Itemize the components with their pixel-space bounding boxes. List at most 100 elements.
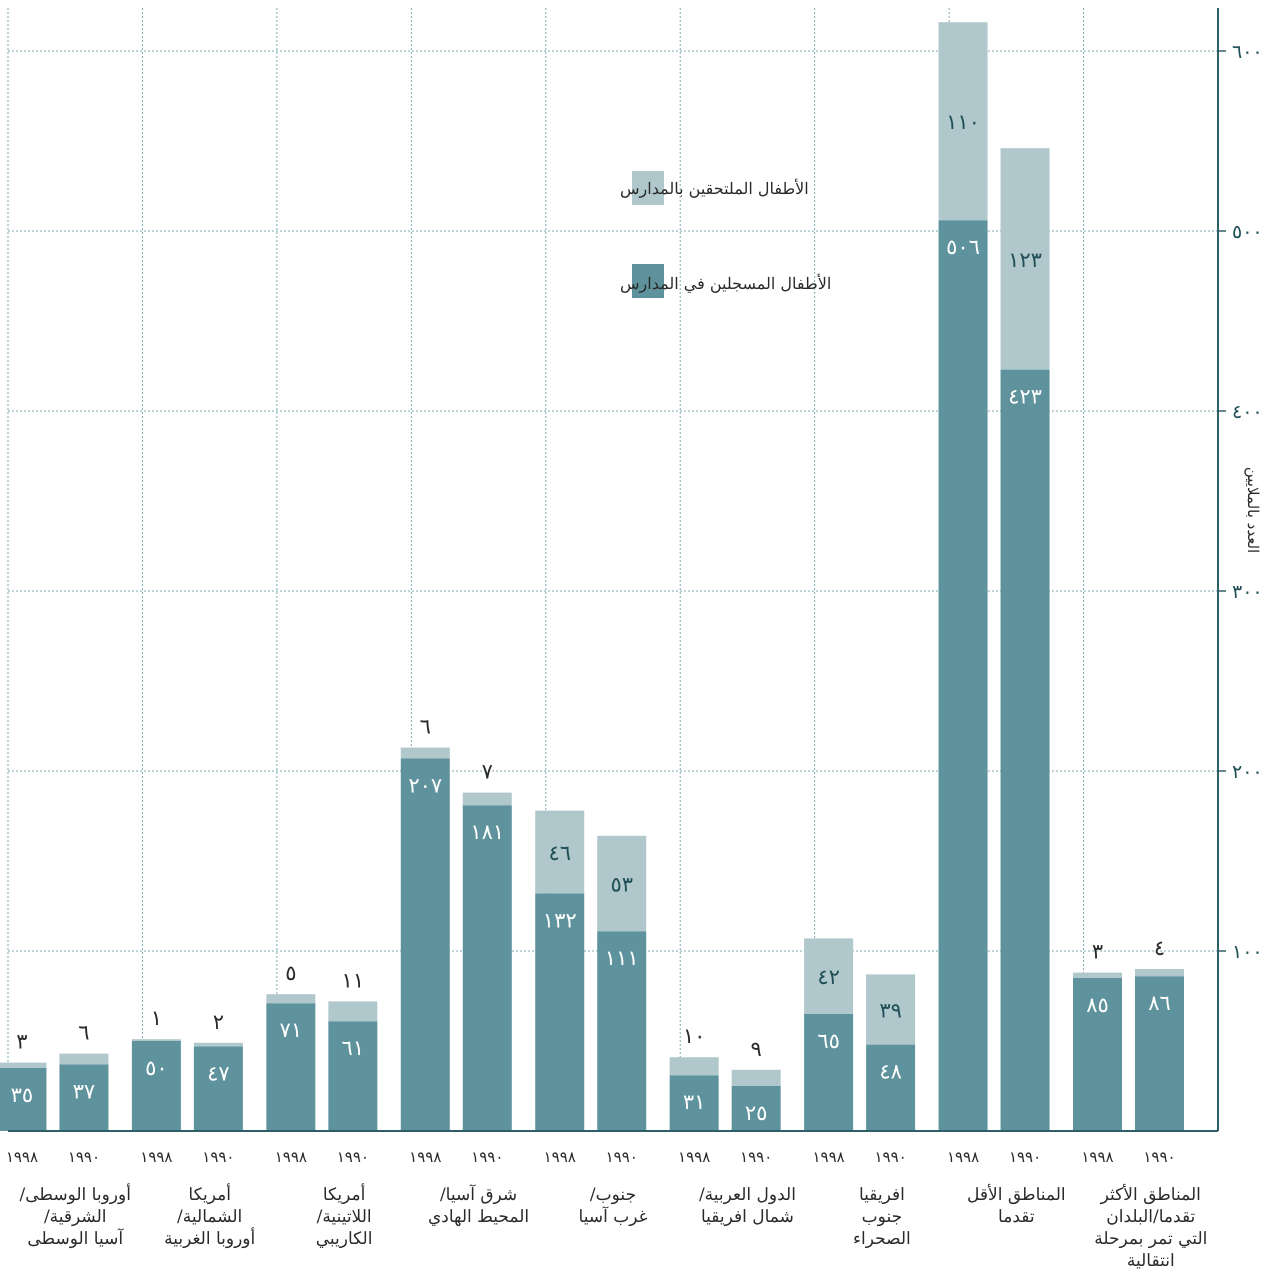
- data-label-not-enrolled: ٤: [1154, 936, 1165, 960]
- bar-segment-enrolled: [938, 220, 988, 1131]
- x-category-label: التي تمر بمرحلة: [1094, 1229, 1207, 1249]
- bar-segment-enrolled: [866, 1044, 916, 1131]
- data-label-not-enrolled: ٧: [482, 760, 493, 784]
- y-tick-label: ٥٠٠: [1232, 221, 1263, 243]
- bar-segment-enrolled: [535, 893, 585, 1131]
- x-category-label: الصحراء: [853, 1229, 911, 1249]
- bar-segment-enrolled: [804, 1014, 854, 1131]
- y-tick-label: ١٠٠: [1232, 941, 1263, 963]
- x-year-label: ١٩٩٠: [1143, 1148, 1175, 1166]
- x-category-label: الشمالية/: [177, 1207, 242, 1227]
- x-category-label: جنوب/: [590, 1185, 636, 1205]
- data-label-not-enrolled: ٥٣: [610, 873, 633, 897]
- bar-segment-enrolled: [193, 1046, 243, 1131]
- y-tick-label: ٤٠٠: [1232, 401, 1263, 423]
- y-tick-label: ٣٠٠: [1232, 581, 1263, 603]
- data-label-enrolled: ٥٠: [145, 1056, 168, 1080]
- x-axis-labels: ١٩٩٠ ١٩٩٨ المناطق الأكثرتقدما/البلدانالتي …: [6, 1148, 1208, 1271]
- data-label-not-enrolled: ٥: [285, 961, 296, 985]
- bar-segment-not-enrolled: [535, 810, 585, 894]
- x-category-label: جنوب: [862, 1207, 902, 1227]
- gridlines: [7, 8, 1218, 1131]
- data-label-enrolled: ٢٥: [745, 1101, 768, 1125]
- bar-segment-not-enrolled: [731, 1069, 781, 1086]
- bar-segment-enrolled: [669, 1075, 719, 1131]
- data-label-not-enrolled: ٩: [751, 1037, 762, 1061]
- data-label-not-enrolled: ٣: [16, 1030, 27, 1054]
- x-year-label: ١٩٩٨: [1081, 1148, 1113, 1166]
- x-year-label: ١٩٩٨: [947, 1148, 979, 1166]
- x-category-label: أمريكا: [188, 1183, 231, 1205]
- data-label-not-enrolled: ٢: [213, 1010, 224, 1034]
- legend: الأطفال الملتحقين بالمدارس الأطفال المسج…: [620, 171, 831, 298]
- data-label-enrolled: ٨٥: [1086, 993, 1109, 1017]
- bar-segment-enrolled: [1135, 976, 1184, 1131]
- x-year-label: ١٩٩٨: [544, 1148, 576, 1166]
- data-label-enrolled: ٤٨: [879, 1060, 902, 1084]
- bar-segment-enrolled: [731, 1086, 781, 1131]
- legend-label-enrolled: الأطفال المسجلين في المدارس: [620, 274, 831, 293]
- x-category-label: انتقالية: [1127, 1251, 1175, 1271]
- bar-segment-not-enrolled: [804, 938, 854, 1014]
- data-label-enrolled: ٤٧: [207, 1061, 230, 1085]
- x-year-label: ١٩٩٨: [275, 1148, 307, 1166]
- x-category-label: تقدما/البلدان: [1106, 1207, 1195, 1227]
- data-label-not-enrolled: ١: [151, 1006, 162, 1030]
- x-category-label: أوروبا الغربية: [164, 1227, 255, 1249]
- bar-segment-enrolled: [0, 1068, 47, 1131]
- data-label-not-enrolled: ٤٦: [548, 841, 571, 865]
- data-label-not-enrolled: ٣: [1092, 940, 1103, 964]
- bar-segment-enrolled: [1000, 369, 1050, 1132]
- legend-swatch-enrolled: [632, 264, 664, 298]
- bar-segment-not-enrolled: [59, 1053, 109, 1065]
- data-label-enrolled: ٣١: [683, 1090, 706, 1114]
- bar-segment-not-enrolled: [597, 835, 647, 932]
- x-year-label: ١٩٩٠: [606, 1148, 638, 1166]
- bar-segment-enrolled: [462, 805, 512, 1131]
- data-label-enrolled: ٦٥: [817, 1029, 840, 1053]
- bar-segment-enrolled: [597, 931, 647, 1131]
- x-year-label: ١٩٩٠: [471, 1148, 503, 1166]
- bar-segment-not-enrolled: [266, 994, 316, 1004]
- legend-swatch-not-enrolled: [632, 171, 664, 205]
- y-axis: ١٠٠ ٢٠٠ ٣٠٠ ٤٠٠ ٥٠٠ ٦٠٠: [8, 8, 1263, 1132]
- x-year-label: ١٩٩٠: [337, 1148, 369, 1166]
- x-year-label: ١٩٩٨: [678, 1148, 710, 1166]
- bar-segment-not-enrolled: [400, 747, 450, 759]
- x-year-label: ١٩٩٨: [812, 1148, 844, 1166]
- x-category-label: غرب آسيا: [579, 1205, 648, 1227]
- x-category-label: الشرقية/: [44, 1207, 107, 1227]
- bar-segment-not-enrolled: [1073, 972, 1122, 978]
- x-year-label: ١٩٩٠: [202, 1148, 234, 1166]
- x-category-label: آسيا الوسطى: [27, 1227, 124, 1249]
- legend-label-not-enrolled: الأطفال الملتحقين بالمدارس: [620, 179, 809, 198]
- data-label-not-enrolled: ١٢٣: [1008, 248, 1042, 272]
- bar-segment-enrolled: [1073, 978, 1122, 1131]
- data-label-enrolled: ٢٠٧: [408, 773, 442, 797]
- data-label-enrolled: ٣٧: [73, 1079, 96, 1103]
- bars: ٨٦٤٨٥٣٤٢٣١٢٣٥٠٦١١٠٤٨٣٩٦٥٤٢٢٥٩٣١١٠١١١٥٣١٣…: [0, 22, 1184, 1132]
- bar-segment-enrolled: [266, 1003, 316, 1131]
- y-axis-label: العدد بالملايين: [1244, 467, 1262, 553]
- x-category-label: المناطق الأقل: [967, 1184, 1066, 1205]
- bar-segment-not-enrolled: [462, 792, 512, 806]
- bar-segment-enrolled: [328, 1021, 378, 1131]
- y-tick-label: ٢٠٠: [1232, 761, 1263, 783]
- bar-segment-not-enrolled: [669, 1057, 719, 1076]
- x-category-label: المحيط الهادي: [428, 1207, 529, 1227]
- data-label-not-enrolled: ١٠: [683, 1024, 706, 1048]
- x-year-label: ١٩٩٠: [1009, 1148, 1041, 1166]
- x-category-label: تقدما: [998, 1207, 1035, 1227]
- data-label-not-enrolled: ١١٠: [946, 110, 980, 134]
- x-year-label: ١٩٩٨: [409, 1148, 441, 1166]
- x-year-label: ١٩٩٨: [140, 1148, 172, 1166]
- data-label-enrolled: ٦١: [342, 1036, 365, 1060]
- bar-segment-not-enrolled: [1000, 148, 1050, 370]
- data-label-enrolled: ٤٢٣: [1008, 385, 1042, 409]
- bar-segment-not-enrolled: [131, 1039, 181, 1041]
- data-label-not-enrolled: ٦: [420, 715, 431, 739]
- data-label-enrolled: ٣٥: [11, 1083, 34, 1107]
- x-year-label: ١٩٩٠: [874, 1148, 906, 1166]
- x-year-label: ١٩٩٠: [68, 1148, 100, 1166]
- bar-segment-not-enrolled: [328, 1001, 378, 1022]
